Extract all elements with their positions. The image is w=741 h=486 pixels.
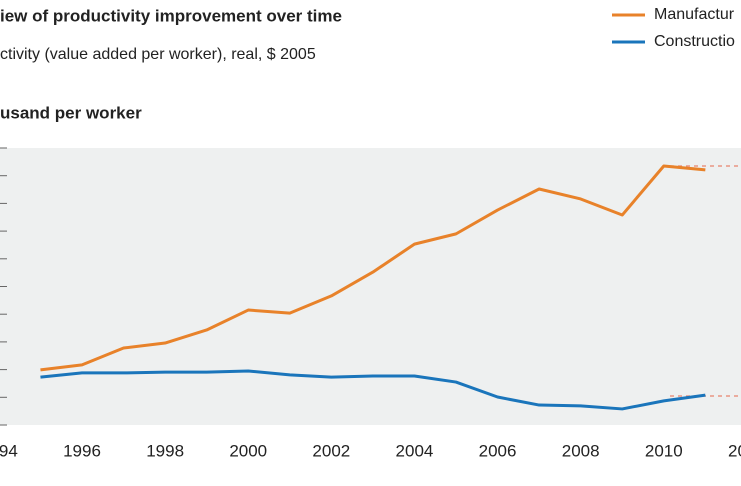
x-tick-label: 1994 [0, 441, 18, 460]
plot-area [0, 148, 741, 425]
series-line [40, 369, 706, 411]
x-tick-label: 2008 [562, 441, 600, 460]
y-axis-label: usand per worker [0, 103, 142, 122]
x-tick-label: 1996 [63, 441, 101, 460]
legend-label: Constructio [654, 33, 735, 50]
x-tick-label: 2004 [396, 441, 434, 460]
x-tick-label: 2006 [479, 441, 517, 460]
x-tick-label: 1998 [146, 441, 184, 460]
x-tick-label: 2010 [645, 441, 683, 460]
x-tick-label: 2012 [728, 441, 741, 460]
x-tick-label: 2000 [229, 441, 267, 460]
chart-subtitle: ctivity (value added per worker), real, … [0, 46, 316, 63]
chart-title: iew of productivity improvement over tim… [0, 6, 342, 25]
legend-label: Manufactur [654, 6, 735, 23]
x-tick-label: 2002 [312, 441, 350, 460]
series-line [40, 164, 706, 372]
